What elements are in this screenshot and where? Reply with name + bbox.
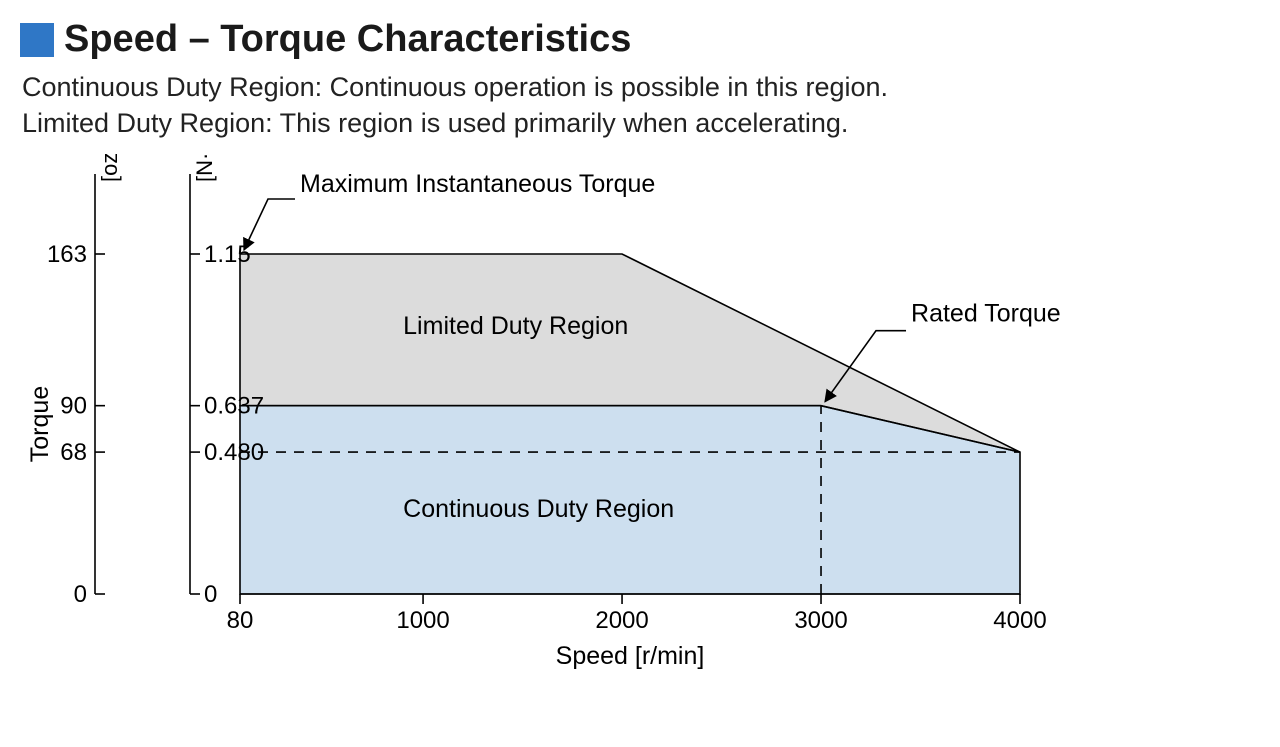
section-heading: Speed – Torque Characteristics	[20, 18, 1260, 61]
y-tick-nm: 0.637	[204, 393, 264, 420]
x-tick: 80	[227, 607, 254, 634]
rated-torque-label: Rated Torque	[911, 300, 1061, 328]
y-tick-oz: 0	[74, 581, 87, 608]
x-axis-label: Speed [r/min]	[556, 642, 705, 670]
x-tick: 3000	[794, 607, 847, 634]
y-tick-nm: 1.15	[204, 241, 251, 268]
y-unit-nm: [N·m]	[192, 154, 217, 182]
heading-marker	[20, 23, 54, 57]
y-tick-oz: 68	[60, 439, 87, 466]
desc-line-1: Continuous Duty Region: Continuous opera…	[22, 72, 888, 102]
speed-torque-chart: 0 68 90 163 0 0.480 0.637 1.15 80 1000 2000 3000 400…	[30, 154, 1150, 694]
max-torque-label: Maximum Instantaneous Torque	[300, 170, 655, 198]
description: Continuous Duty Region: Continuous opera…	[22, 69, 1260, 142]
x-tick: 2000	[595, 607, 648, 634]
max-torque-leader	[244, 199, 295, 250]
x-tick: 1000	[396, 607, 449, 634]
x-tick: 4000	[993, 607, 1046, 634]
y-tick-oz: 90	[60, 393, 87, 420]
heading-title: Speed – Torque Characteristics	[64, 18, 631, 61]
y-tick-oz: 163	[47, 241, 87, 268]
desc-line-2: Limited Duty Region: This region is used…	[22, 108, 848, 138]
y-tick-nm: 0	[204, 581, 217, 608]
y-axis-label: Torque	[30, 386, 54, 462]
y-tick-nm: 0.480	[204, 439, 264, 466]
y-unit-oz: [oz-in]	[97, 154, 122, 182]
limited-region-label: Limited Duty Region	[403, 312, 628, 340]
continuous-region-label: Continuous Duty Region	[403, 495, 674, 523]
chart-container: 0 68 90 163 0 0.480 0.637 1.15 80 1000 2000 3000 400…	[30, 154, 1260, 694]
